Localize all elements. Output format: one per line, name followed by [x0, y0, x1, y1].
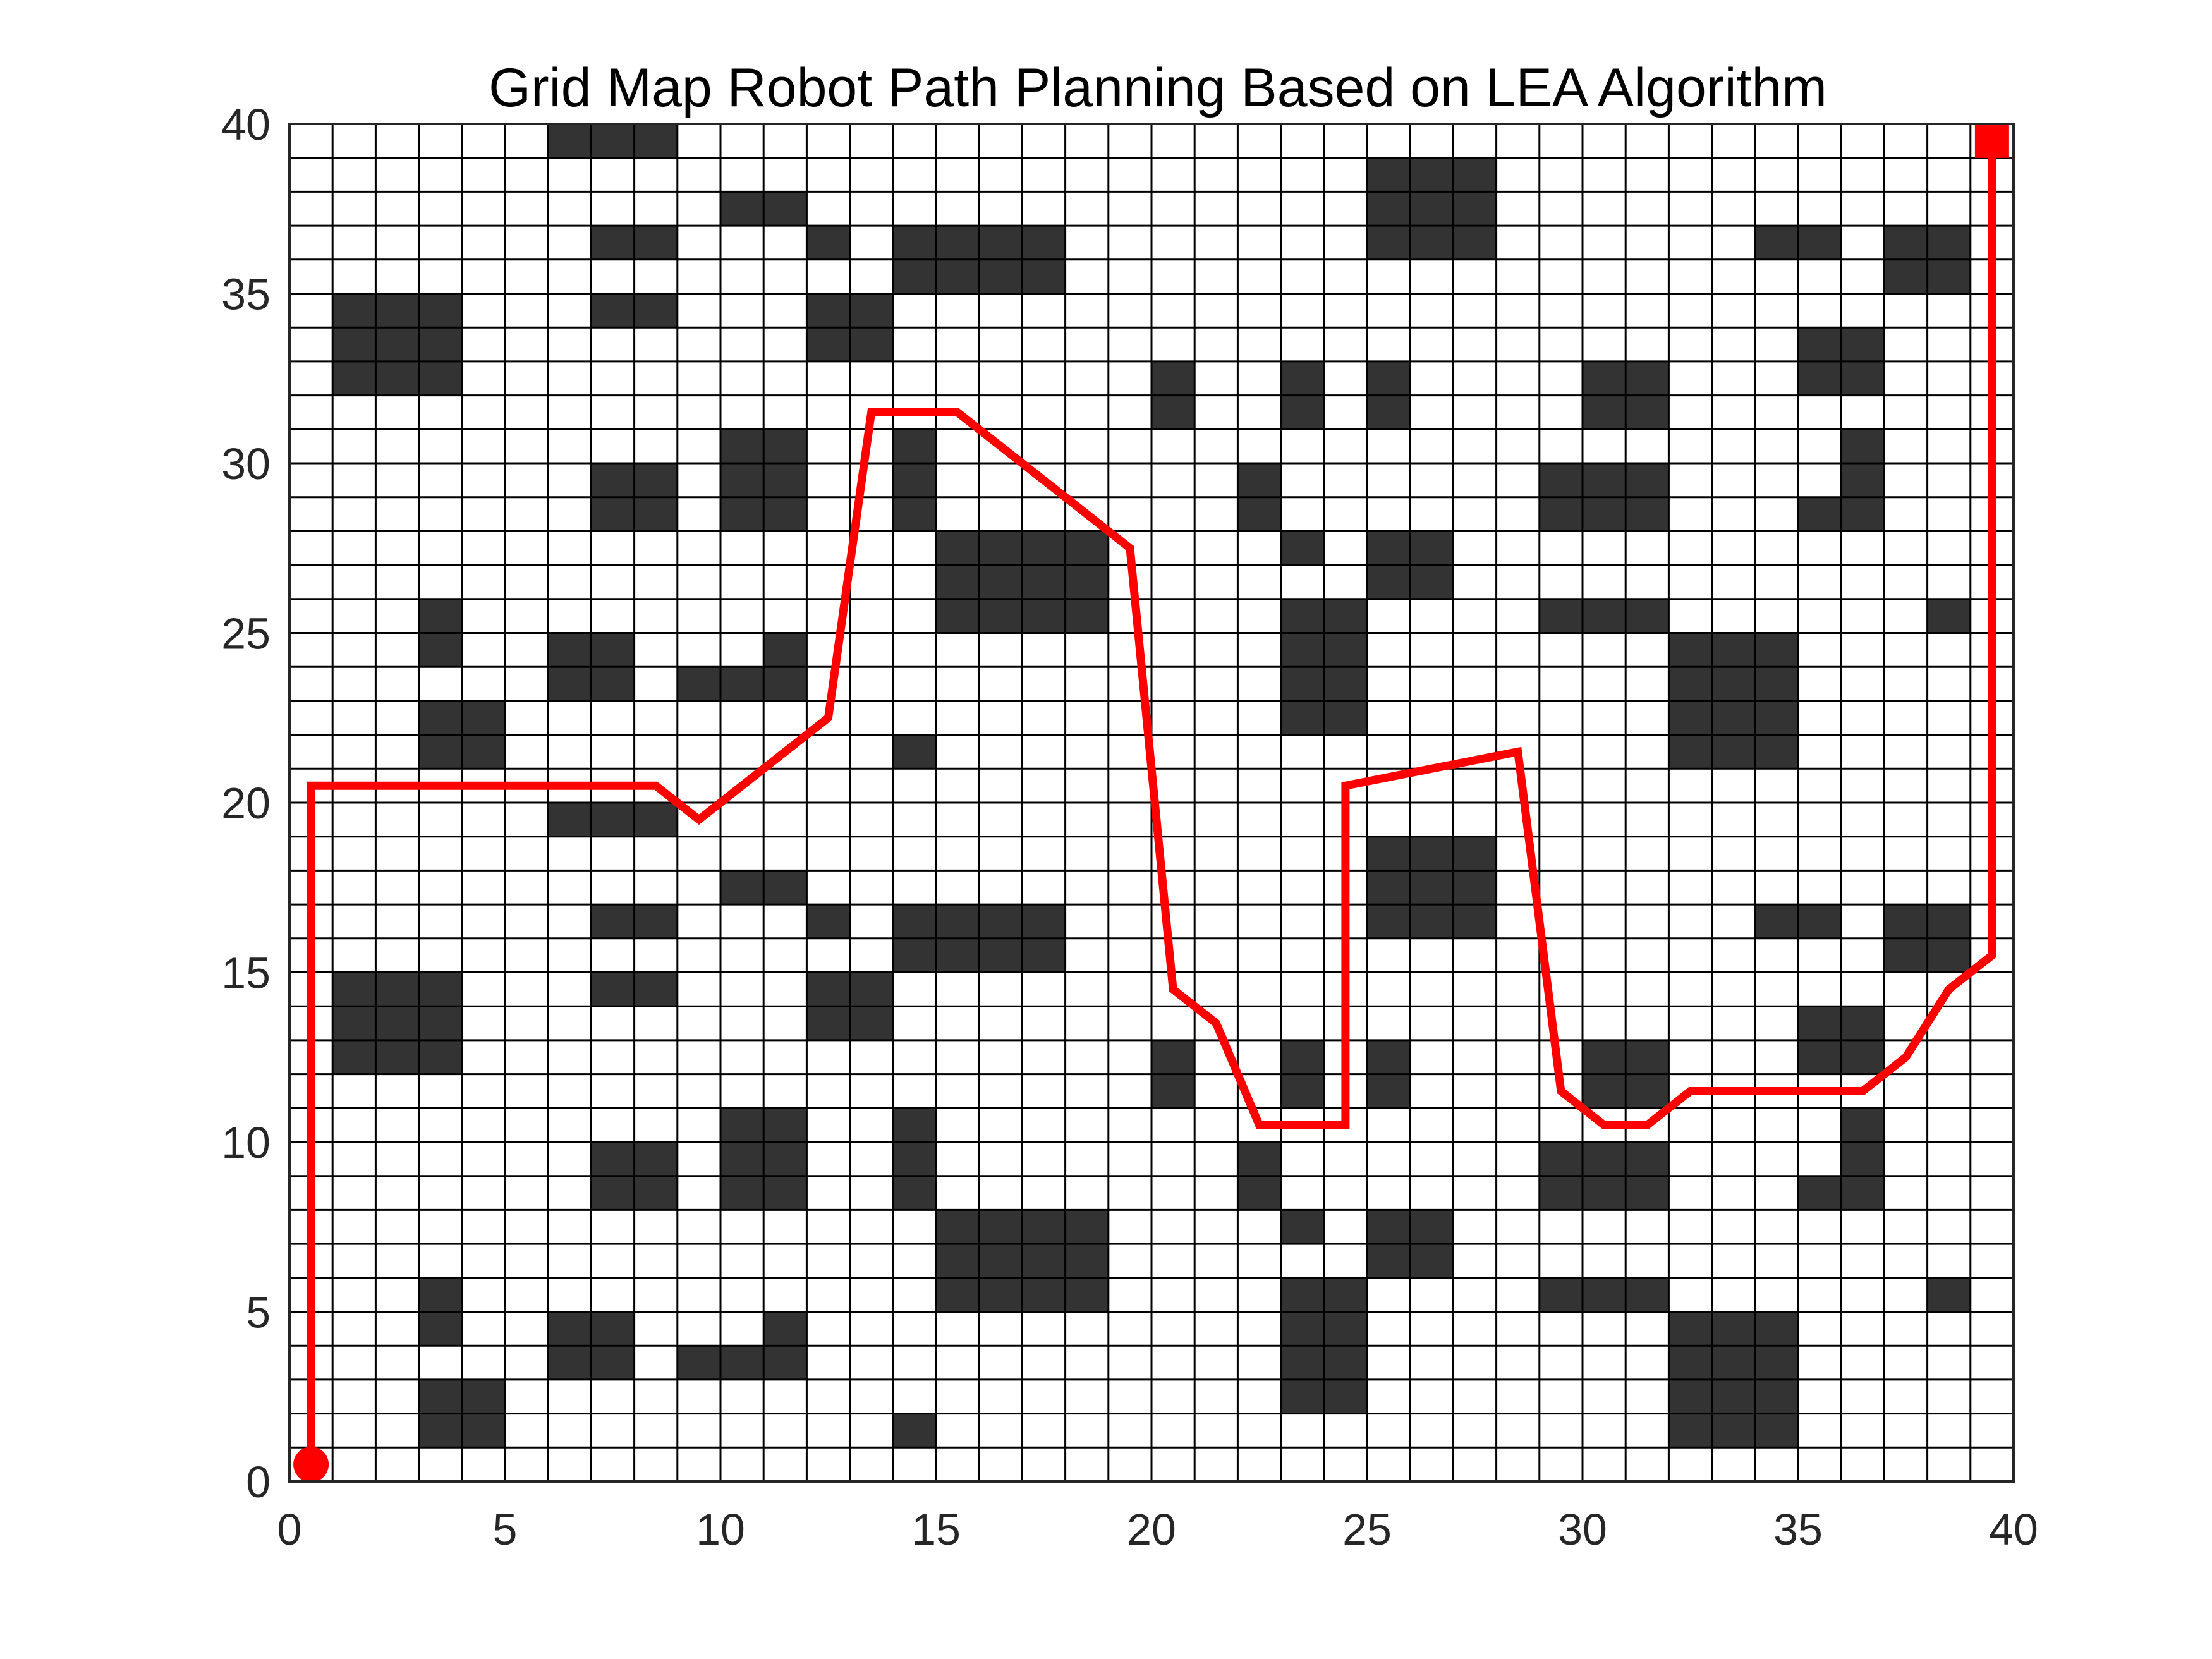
- y-tick-label: 30: [221, 439, 270, 489]
- x-tick-label: 35: [1773, 1505, 1823, 1554]
- x-tick-label: 5: [493, 1505, 518, 1554]
- obstacle-cell: [892, 1108, 936, 1210]
- obstacle-cell: [548, 124, 678, 158]
- y-tick-label: 20: [221, 779, 270, 828]
- obstacle-cell: [1927, 1277, 1971, 1312]
- x-tick-label: 0: [277, 1505, 302, 1554]
- x-tick-label: 15: [911, 1505, 961, 1554]
- obstacle-cell: [1927, 599, 1971, 633]
- obstacle-cell: [1539, 1277, 1669, 1312]
- x-tick-label: 25: [1342, 1505, 1392, 1554]
- obstacle-cell: [892, 1413, 936, 1448]
- obstacle-cell: [332, 972, 462, 1074]
- obstacle-cell: [1367, 836, 1497, 939]
- y-tick-label: 35: [221, 270, 270, 319]
- obstacle-cell: [1841, 429, 1885, 532]
- x-tick-label: 20: [1127, 1505, 1176, 1554]
- y-tick-label: 5: [246, 1288, 270, 1337]
- obstacle-cell: [1539, 599, 1669, 633]
- obstacle-cell: [806, 226, 850, 260]
- axes-box: [288, 123, 2015, 1483]
- plot-area: [288, 123, 2015, 1483]
- obstacle-cell: [806, 904, 850, 939]
- obstacle-cell: [1280, 531, 1324, 566]
- y-tick-label: 15: [221, 949, 270, 998]
- obstacle-cell: [332, 293, 462, 396]
- x-tick-label: 30: [1558, 1505, 1607, 1554]
- y-axis: 0 5 10 15 20 25 30 35 40: [221, 100, 270, 1507]
- obstacle-cell: [1841, 1108, 1885, 1210]
- axes-frame: [288, 123, 2015, 1483]
- x-tick-label: 40: [1989, 1505, 2038, 1554]
- y-tick-label: 0: [246, 1457, 270, 1507]
- obstacle-cell: [892, 429, 936, 532]
- x-axis: 0 5 10 15 20 25 30 35 40: [277, 1505, 2038, 1554]
- obstacle-cell: [892, 734, 936, 769]
- y-tick-label: 25: [221, 609, 270, 659]
- y-tick-label: 10: [221, 1118, 270, 1167]
- obstacle-cell: [1280, 1210, 1324, 1244]
- robot-path-line: [307, 140, 1996, 1465]
- obstacle-cell: [1798, 497, 1842, 532]
- x-tick-label: 10: [696, 1505, 745, 1554]
- obstacle-cell: [548, 803, 678, 837]
- obstacle-cell: [1367, 157, 1497, 260]
- y-tick-label: 40: [221, 100, 270, 149]
- obstacle-cell: [1798, 1176, 1842, 1210]
- start-marker: [293, 1447, 329, 1483]
- goal-marker: [1974, 123, 2009, 158]
- chart-title: Grid Map Robot Path Planning Based on LE…: [489, 58, 1827, 118]
- path-layer: [293, 123, 2009, 1483]
